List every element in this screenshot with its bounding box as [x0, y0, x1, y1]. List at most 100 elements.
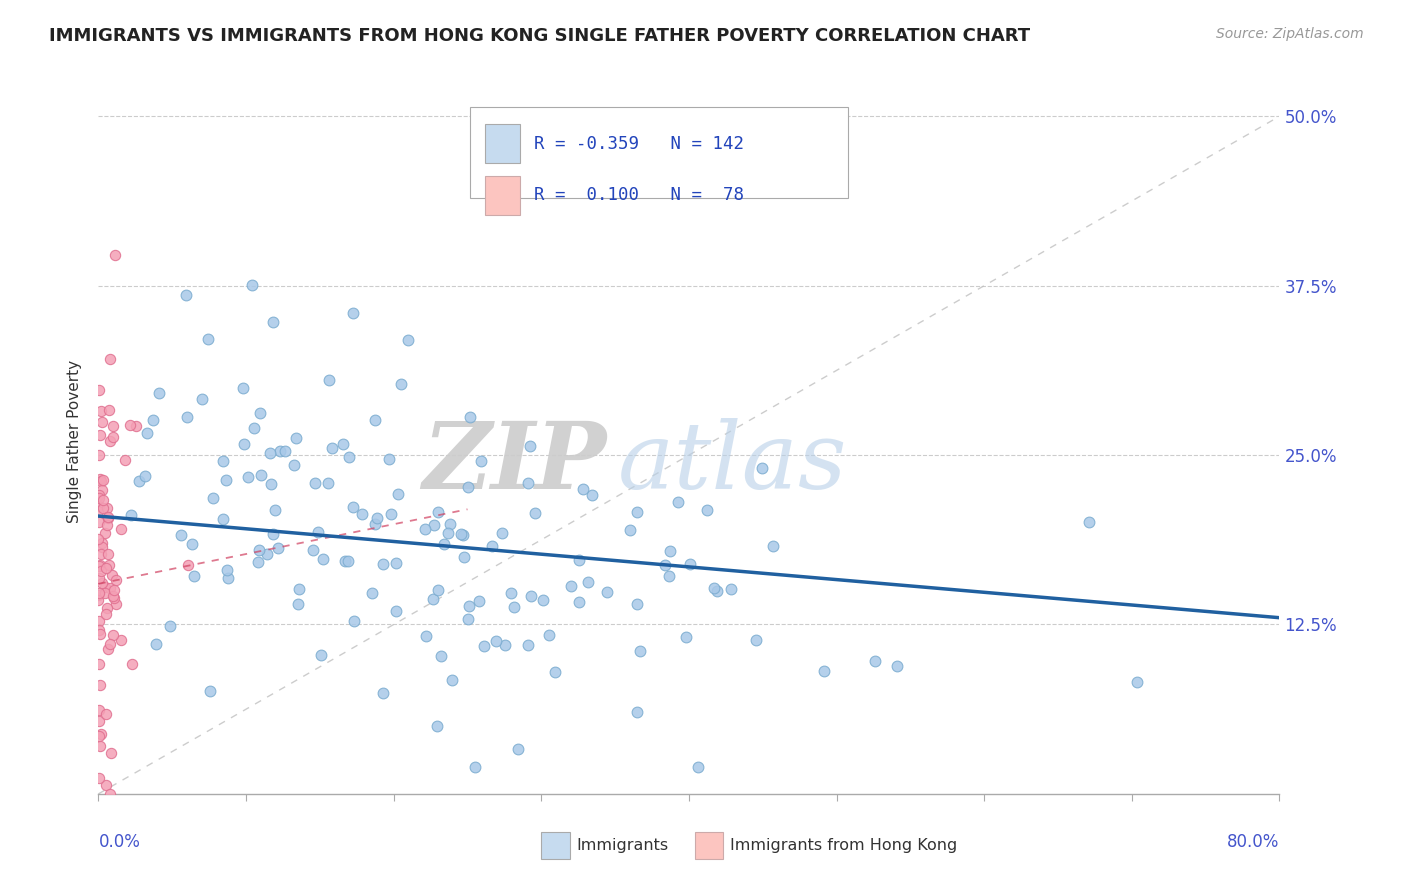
Point [626, 597, 648, 611]
Point [464, 760, 486, 774]
Point [538, 628, 561, 642]
Point [142, 413, 165, 427]
Point [98, 402, 121, 417]
Point [686, 760, 709, 774]
Point [90, 548, 112, 562]
Point [706, 584, 728, 599]
Point [321, 441, 343, 455]
Point [342, 500, 364, 515]
Point [519, 439, 541, 453]
Point [380, 507, 402, 521]
Point [217, 562, 239, 576]
Point [430, 648, 453, 663]
FancyBboxPatch shape [541, 832, 569, 859]
Point [121, 657, 143, 671]
Point [1126, 675, 1149, 690]
Point [626, 705, 648, 719]
Point [89, 627, 111, 641]
Point [90, 536, 112, 550]
Point [484, 634, 506, 648]
Point [96, 500, 118, 515]
Point [658, 569, 681, 583]
Point [520, 590, 543, 604]
Point [98, 581, 121, 595]
Point [619, 523, 641, 537]
Point [628, 644, 651, 658]
Point [91, 492, 114, 507]
Point [170, 528, 193, 542]
Point [202, 491, 225, 506]
Point [87, 614, 110, 628]
Point [236, 470, 259, 484]
Point [97, 641, 120, 656]
Point [87, 585, 110, 599]
Text: atlas: atlas [619, 417, 848, 508]
Point [90, 564, 112, 578]
Point [508, 742, 530, 756]
Point [494, 638, 516, 652]
Point [531, 593, 554, 607]
Point [177, 558, 200, 572]
Point [197, 332, 219, 346]
Point [249, 468, 271, 483]
Point [97, 511, 120, 525]
Point [87, 714, 110, 728]
Point [450, 526, 472, 541]
Y-axis label: Single Father Poverty: Single Father Poverty [67, 360, 83, 523]
Point [104, 597, 127, 611]
Point [751, 461, 773, 475]
Point [578, 574, 600, 589]
Point [176, 287, 198, 301]
Point [274, 444, 297, 458]
Point [98, 558, 121, 573]
Point [426, 719, 449, 733]
Point [385, 556, 408, 570]
Point [568, 553, 591, 567]
Point [96, 560, 118, 574]
Point [243, 420, 266, 434]
Point [703, 581, 725, 595]
Point [120, 508, 142, 522]
Point [89, 472, 111, 486]
Point [91, 473, 114, 487]
Point [200, 683, 222, 698]
Point [720, 582, 742, 597]
Point [389, 376, 412, 391]
Point [212, 512, 235, 526]
Point [659, 544, 682, 558]
Point [94, 526, 117, 541]
Point [87, 491, 110, 505]
Point [342, 306, 364, 320]
Point [90, 415, 112, 429]
Point [233, 437, 256, 451]
Text: 0.0%: 0.0% [98, 832, 141, 851]
Point [87, 533, 110, 547]
Point [458, 599, 481, 613]
Point [865, 654, 887, 668]
Text: Immigrants: Immigrants [576, 838, 669, 853]
Text: IMMIGRANTS VS IMMIGRANTS FROM HONG KONG SINGLE FATHER POVERTY CORRELATION CHART: IMMIGRANTS VS IMMIGRANTS FROM HONG KONG … [49, 27, 1031, 45]
Point [89, 703, 111, 717]
Point [211, 454, 233, 468]
Point [114, 453, 136, 467]
FancyBboxPatch shape [485, 124, 520, 163]
Point [256, 547, 278, 561]
Point [267, 541, 290, 555]
Point [468, 593, 491, 607]
Point [215, 473, 238, 487]
Point [134, 469, 156, 483]
Point [103, 583, 125, 598]
Point [89, 383, 111, 397]
Point [98, 352, 121, 367]
Point [91, 501, 114, 516]
Point [745, 632, 768, 647]
Point [101, 628, 124, 642]
Point [125, 419, 148, 434]
Point [377, 452, 399, 467]
Point [352, 508, 374, 522]
Point [136, 426, 159, 441]
Point [87, 623, 110, 637]
Point [96, 517, 118, 532]
Point [87, 504, 110, 518]
Point [544, 665, 567, 679]
